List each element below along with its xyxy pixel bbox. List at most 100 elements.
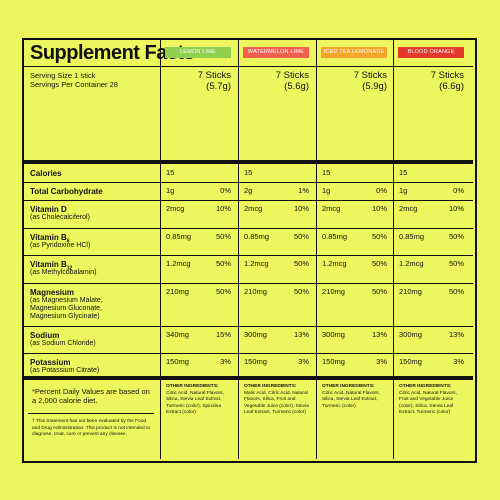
daily-value: 10% <box>293 204 309 213</box>
ingredients-label: OTHER INGREDIENTS: <box>244 384 297 389</box>
amount: 150mg <box>322 357 345 366</box>
amount: 1.2mcg <box>399 259 424 268</box>
amount: 1g <box>166 186 175 195</box>
nutrient-name: Vitamin B12 <box>30 260 73 272</box>
daily-value: 50% <box>448 259 464 268</box>
amount: 150mg <box>166 357 189 366</box>
amount: 300mg <box>322 330 345 339</box>
serving-amount: 7 Sticks <box>430 70 464 81</box>
footnote: *Percent Daily Values are based on a 2,0… <box>32 387 150 405</box>
serving-size: Serving Size 1 stick <box>30 71 96 80</box>
amount: 0.85mg <box>399 232 425 241</box>
amount: 2mcg <box>399 204 418 213</box>
serving-weight: (5.6g) <box>284 81 309 92</box>
amount: 15 <box>399 168 408 177</box>
nutrient-name: Calories <box>30 169 62 178</box>
column-divider <box>393 40 394 459</box>
amount: 0.85mg <box>322 232 348 241</box>
amount: 1g <box>322 186 331 195</box>
ingredients-label: OTHER INGREDIENTS: <box>399 384 452 389</box>
serving-weight: (5.7g) <box>206 81 231 92</box>
nutrient-source: (as Cholecalciferol) <box>30 214 90 221</box>
ingredients-label: OTHER INGREDIENTS: <box>166 384 219 389</box>
serving-amount: 7 Sticks <box>353 70 387 81</box>
footnote-rule <box>28 413 154 414</box>
column-divider <box>238 40 239 459</box>
daily-value: 50% <box>371 259 387 268</box>
row-rule <box>24 255 473 256</box>
amount: 210mg <box>166 287 189 296</box>
daily-value: 10% <box>215 204 231 213</box>
daily-value: 50% <box>448 232 464 241</box>
servings-per-container: Servings Per Container 28 <box>30 80 118 89</box>
amount: 1.2mcg <box>244 259 269 268</box>
amount: 2mcg <box>166 204 185 213</box>
daily-value: 10% <box>371 204 387 213</box>
panel-border <box>22 38 477 463</box>
amount: 2mcg <box>322 204 341 213</box>
amount: 300mg <box>399 330 422 339</box>
daily-value: 50% <box>448 287 464 296</box>
column-divider <box>160 40 161 459</box>
nutrient-name: Vitamin B6 <box>30 233 70 245</box>
amount: 15 <box>244 168 253 177</box>
nutrient-name: Sodium <box>30 331 60 340</box>
row-rule <box>24 326 473 327</box>
amount: 0.85mg <box>166 232 192 241</box>
column-divider <box>316 40 317 459</box>
flavor-label: BLOOD ORANGE <box>398 47 464 58</box>
row-rule <box>24 200 473 201</box>
nutrient-source: (as Methylcobalamin) <box>30 269 97 276</box>
serving-weight: (6.6g) <box>439 81 464 92</box>
title-rule <box>24 66 473 67</box>
nutrient-name: Vitamin D <box>30 205 67 214</box>
amount: 300mg <box>244 330 267 339</box>
amount: 210mg <box>244 287 267 296</box>
amount: 150mg <box>399 357 422 366</box>
daily-value: 10% <box>448 204 464 213</box>
nutrient-source: (as Sodium Chloride) <box>30 340 96 347</box>
daily-value: 0% <box>220 186 231 195</box>
nutrient-source: (as Potassium Citrate) <box>30 367 100 374</box>
ingredients-text: Citric Acid, Natural Flavors, Silica, St… <box>322 391 380 409</box>
daily-value: 3% <box>376 357 387 366</box>
daily-value: 50% <box>371 232 387 241</box>
row-rule <box>24 182 473 183</box>
flavor-label: LEMON LIME <box>165 47 231 58</box>
amount: 210mg <box>322 287 345 296</box>
nutrient-source: (as Pyridoxine HCl) <box>30 242 91 249</box>
amount: 1.2mcg <box>166 259 191 268</box>
amount: 0.85mg <box>244 232 270 241</box>
nutrient-subscript: 6 <box>66 238 70 245</box>
header-thick-rule <box>24 160 473 164</box>
daily-value: 50% <box>293 287 309 296</box>
nutrient-source: (as Magnesium Malate, Magnesium Gluconat… <box>30 297 103 321</box>
serving-amount: 7 Sticks <box>275 70 309 81</box>
amount: 340mg <box>166 330 189 339</box>
row-rule <box>24 228 473 229</box>
flavor-label: WATERMELON LIME <box>243 47 309 58</box>
nutrient-name: Magnesium <box>30 288 75 297</box>
flavor-label: ICED TEA LEMONADE <box>321 47 387 58</box>
ingredients-text: Malic Acid, Citric Acid, Natural Flavors… <box>244 391 309 416</box>
row-rule <box>24 353 473 354</box>
disclaimer: † This Statement has not been evaluated … <box>32 419 151 438</box>
daily-value: 3% <box>298 357 309 366</box>
serving-amount: 7 Sticks <box>197 70 231 81</box>
daily-value: 0% <box>376 186 387 195</box>
daily-value: 50% <box>293 259 309 268</box>
amount: 2g <box>244 186 253 195</box>
row-rule <box>24 283 473 284</box>
footer-thick-rule <box>24 376 473 380</box>
daily-value: 13% <box>293 330 309 339</box>
daily-value: 15% <box>215 330 231 339</box>
daily-value: 50% <box>371 287 387 296</box>
amount: 15 <box>322 168 331 177</box>
amount: 210mg <box>399 287 422 296</box>
ingredients-label: OTHER INGREDIENTS: <box>322 384 375 389</box>
amount: 15 <box>166 168 175 177</box>
nutrient-subscript: 12 <box>66 265 73 272</box>
daily-value: 3% <box>453 357 464 366</box>
daily-value: 13% <box>448 330 464 339</box>
